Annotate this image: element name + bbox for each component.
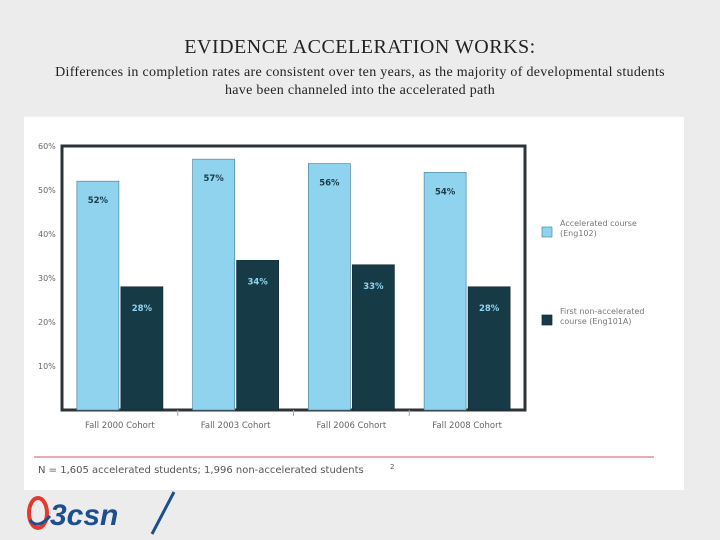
x-tick-label: Fall 2003 Cohort: [201, 421, 271, 431]
slide-title: EVIDENCE ACCELERATION WORKS:: [184, 36, 536, 58]
y-tick-label: 50%: [38, 186, 56, 195]
bar-value-label: 56%: [319, 179, 340, 189]
bar-value-label: 54%: [435, 187, 456, 197]
slide-subtitle: Differences in completion rates are cons…: [55, 65, 665, 98]
footnote-text: N = 1,605 accelerated students; 1,996 no…: [38, 465, 364, 476]
logo-slash: [150, 491, 176, 535]
legend-label-line2: course (Eng101A): [560, 317, 631, 326]
y-tick-label: 10%: [38, 362, 56, 371]
y-tick-label: 40%: [38, 230, 56, 239]
bar-non-accelerated: [467, 286, 511, 411]
3csn-logo: 3csn: [27, 491, 176, 535]
bar-accelerated: [76, 180, 120, 411]
legend-label-line2: (Eng102): [560, 229, 597, 238]
bar-non-accelerated: [120, 286, 164, 411]
bar-accelerated: [192, 158, 235, 411]
footnote-mark: 2: [390, 463, 394, 471]
x-tick-label: Fall 2000 Cohort: [85, 421, 155, 431]
y-tick-label: 60%: [38, 142, 56, 151]
bar-value-label: 57%: [203, 174, 224, 184]
legend-swatch: [541, 314, 553, 326]
legend: Accelerated course(Eng102) First non-acce…: [541, 219, 644, 326]
bar-accelerated: [308, 163, 351, 411]
bar-value-label: 52%: [88, 196, 109, 206]
legend-swatch: [541, 226, 553, 238]
x-tick-label: Fall 2006 Cohort: [317, 421, 387, 431]
x-axis: Fall 2000 Cohort Fall 2003 Cohort Fall 200…: [85, 410, 503, 431]
bars-group: 52% 28% 57% 34% 56% 33% 54% 28%: [76, 158, 511, 411]
bar-non-accelerated: [236, 260, 279, 411]
logo-text: 3csn: [50, 499, 118, 532]
bar-non-accelerated: [352, 264, 395, 411]
y-tick-label: 20%: [38, 318, 56, 327]
bar-chart: 10%20%30%40%50%60% Fall 2000 Cohort Fall …: [34, 142, 654, 476]
legend-label-line1: First non-accelerated: [560, 307, 644, 316]
y-axis: 10% 20% 30% 40% 50% 60%: [38, 142, 56, 371]
bar-value-label: 28%: [132, 304, 153, 314]
x-tick-label: Fall 2008 Cohort: [432, 421, 502, 431]
bar-value-label: 33%: [363, 282, 384, 292]
logo-swoosh-accent: [28, 515, 52, 526]
chart-panel: 10% 20% 30% 40% 50% 60% Fall 2000 Cohort Fall …: [24, 117, 684, 490]
legend-label-line1: Accelerated course: [560, 219, 637, 228]
bar-accelerated: [423, 172, 467, 411]
y-tick-label: 30%: [38, 274, 56, 283]
bar-value-label: 28%: [479, 304, 500, 314]
bar-value-label: 34%: [247, 277, 268, 287]
logo-swoosh: [27, 496, 49, 530]
